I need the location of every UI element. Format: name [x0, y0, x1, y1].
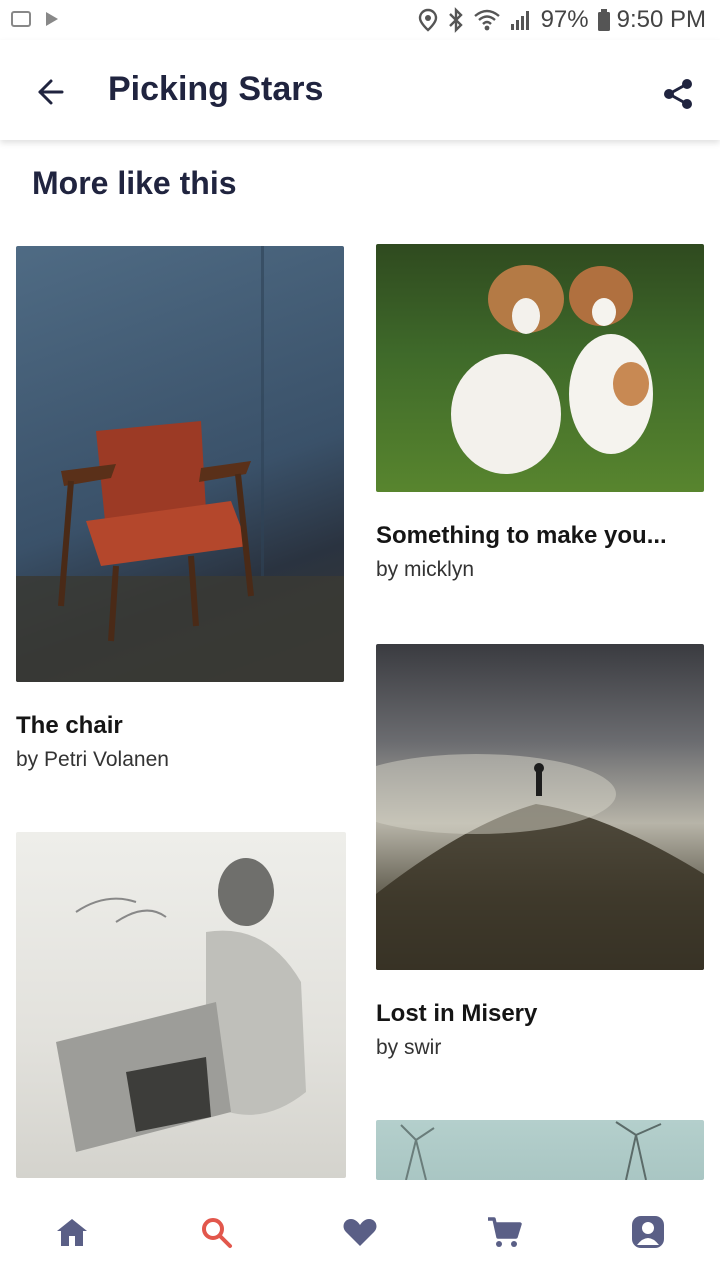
chair-illustration: [16, 246, 344, 682]
artwork-thumbnail-dogs[interactable]: [376, 244, 704, 492]
artwork-thumbnail-accordion-sketch[interactable]: [16, 832, 346, 1178]
battery-icon: [597, 8, 611, 32]
nav-favorites[interactable]: [340, 1212, 380, 1252]
branches-illustration: [400, 1121, 662, 1180]
page-title: Picking Stars: [108, 70, 324, 108]
share-icon: [664, 79, 692, 109]
signal-icon: [509, 8, 533, 32]
app-bar: Picking Stars: [0, 40, 720, 140]
artwork-title[interactable]: The chair: [16, 712, 123, 739]
bluetooth-icon: [447, 7, 465, 33]
bottom-navigation: [0, 1188, 720, 1280]
artwork-author[interactable]: by Petri Volanen: [16, 748, 169, 771]
battery-percent: 97%: [540, 6, 589, 33]
artwork-thumbnail-branches[interactable]: [376, 1120, 704, 1180]
nav-search[interactable]: [196, 1212, 236, 1252]
search-icon: [202, 1218, 232, 1248]
location-icon: [417, 8, 439, 32]
artwork-thumbnail-misty-hill[interactable]: [376, 644, 704, 970]
artwork-thumbnail-chair[interactable]: [16, 246, 344, 682]
artwork-title[interactable]: Something to make you...: [376, 522, 667, 549]
nav-profile[interactable]: [628, 1212, 668, 1252]
nav-cart[interactable]: [484, 1212, 524, 1252]
notification-play-icon: [46, 12, 58, 26]
notification-area: [10, 8, 62, 30]
dogs-illustration: [451, 265, 653, 474]
section-title: More like this: [32, 165, 237, 201]
clock: 9:50 PM: [616, 6, 706, 33]
artwork-title[interactable]: Lost in Misery: [376, 1000, 538, 1027]
profile-icon: [632, 1216, 664, 1248]
wifi-icon: [473, 8, 501, 32]
nav-home[interactable]: [52, 1212, 92, 1252]
artwork-author[interactable]: by swir: [376, 1036, 442, 1059]
misty-hill-illustration: [376, 754, 704, 970]
notification-image-icon: [11, 11, 31, 27]
artwork-author[interactable]: by micklyn: [376, 558, 475, 581]
arrow-left-icon: [38, 79, 64, 105]
heart-icon: [343, 1219, 377, 1246]
share-button[interactable]: [656, 72, 700, 116]
back-button[interactable]: [30, 72, 70, 112]
accordion-sketch-illustration: [56, 858, 306, 1152]
home-icon: [57, 1219, 87, 1246]
status-bar: 97% 9:50 PM: [0, 0, 720, 40]
cart-icon: [488, 1217, 522, 1247]
